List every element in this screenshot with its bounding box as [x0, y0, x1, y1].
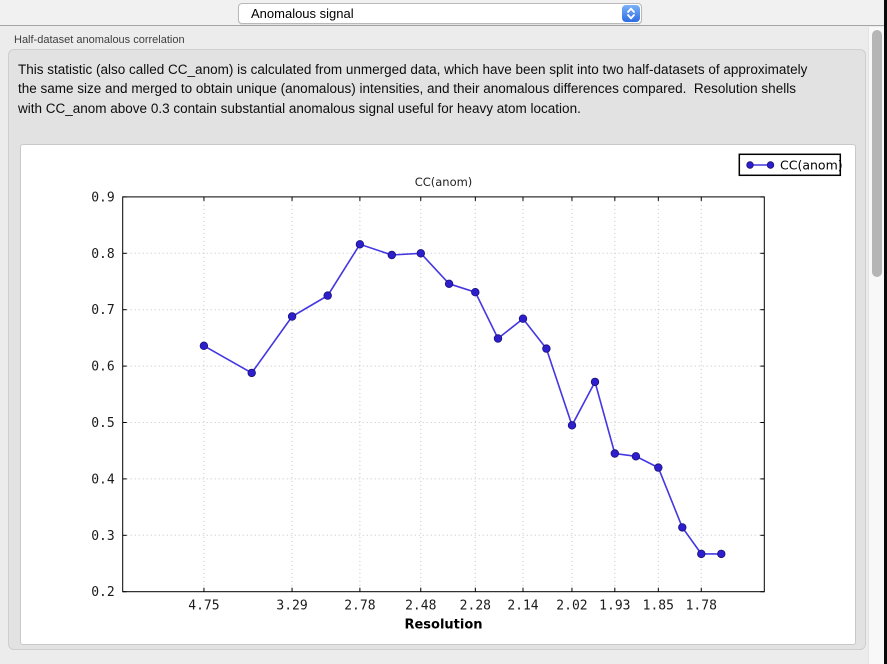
y-tick-labels: 0.2 0.3 0.4 0.5 0.6 0.7 0.8 0.9	[91, 190, 115, 600]
chart-title: CC(anom)	[415, 175, 473, 189]
vertical-scrollbar-track[interactable]	[868, 27, 884, 664]
chart-panel: 0.2 0.3 0.4 0.5 0.6 0.7 0.8 0.9 4.75 3.29 2.78 2.48…	[20, 144, 856, 645]
vertical-scrollbar-thumb[interactable]	[872, 30, 882, 277]
plot-frame	[122, 196, 765, 593]
svg-text:1.85: 1.85	[643, 599, 674, 614]
gridlines	[122, 196, 765, 592]
legend: CC(anom)	[738, 153, 843, 177]
svg-text:2.28: 2.28	[460, 599, 491, 614]
svg-text:2.78: 2.78	[344, 599, 375, 614]
data-markers	[199, 240, 726, 559]
svg-text:1.78: 1.78	[686, 599, 717, 614]
svg-text:0.2: 0.2	[91, 585, 114, 600]
svg-text:0.3: 0.3	[91, 529, 114, 544]
svg-text:0.8: 0.8	[91, 247, 114, 262]
svg-text:3.29: 3.29	[276, 599, 307, 614]
data-line	[203, 243, 722, 555]
report-section-select-value: Anomalous signal	[251, 6, 354, 21]
x-tick-labels: 4.75 3.29 2.78 2.48 2.28 2.14 2.02 1.93 1.85 1.78	[188, 599, 717, 614]
svg-text:0.9: 0.9	[91, 190, 114, 205]
svg-text:0.7: 0.7	[91, 303, 114, 318]
legend-label: CC(anom)	[780, 158, 843, 173]
svg-text:0.5: 0.5	[91, 416, 114, 431]
svg-text:2.48: 2.48	[405, 599, 436, 614]
groupbox-title: Half-dataset anomalous correlation	[14, 34, 185, 46]
svg-text:0.6: 0.6	[91, 360, 114, 375]
window-right-border	[884, 0, 887, 664]
svg-text:0.4: 0.4	[91, 472, 115, 487]
report-section-select[interactable]: Anomalous signal	[238, 3, 642, 24]
axis-ticks	[122, 196, 765, 593]
description-text: This statistic (also called CC_anom) is …	[18, 62, 812, 116]
svg-text:1.93: 1.93	[599, 599, 630, 614]
svg-text:2.02: 2.02	[556, 599, 587, 614]
svg-text:4.75: 4.75	[188, 599, 219, 614]
cc-anom-plot: 0.2 0.3 0.4 0.5 0.6 0.7 0.8 0.9 4.75 3.29 2.78 2.48…	[91, 153, 843, 633]
svg-text:2.14: 2.14	[507, 599, 538, 614]
x-axis-label: Resolution	[404, 618, 482, 633]
select-stepper-icon[interactable]	[622, 5, 640, 22]
